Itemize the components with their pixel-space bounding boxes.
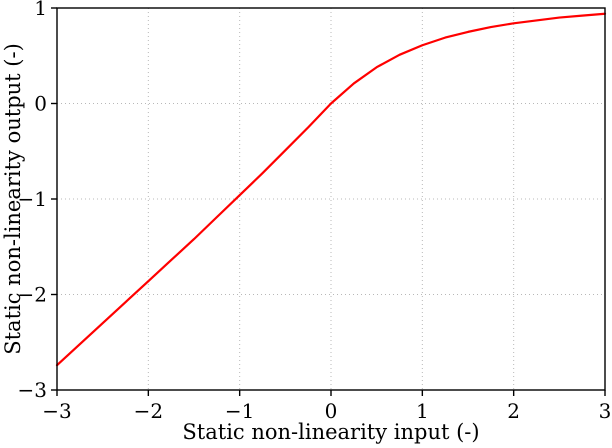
- x-tick-label: 0: [325, 399, 338, 423]
- x-tick-label: 3: [599, 399, 612, 423]
- x-tick-label: 2: [507, 399, 520, 423]
- y-tick-label: 1: [34, 0, 47, 20]
- x-tick-label: −1: [225, 399, 254, 423]
- y-tick-label: 0: [34, 92, 47, 116]
- y-tick-label: −3: [18, 378, 47, 402]
- x-tick-label: 1: [416, 399, 429, 423]
- x-tick-label: −3: [42, 399, 71, 423]
- series-line: [55, 12, 607, 367]
- x-tick-label: −2: [134, 399, 163, 423]
- y-tick-label: −2: [18, 283, 47, 307]
- y-axis-label: Static non-linearity output (-): [1, 43, 25, 355]
- y-tick-label: −1: [18, 187, 47, 211]
- x-axis-label: Static non-linearity input (-): [182, 420, 480, 444]
